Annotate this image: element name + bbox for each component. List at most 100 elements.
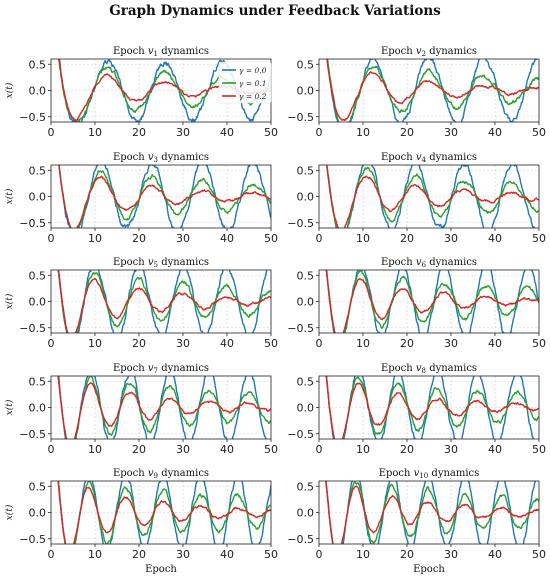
x-tick-label: 20 — [400, 443, 414, 456]
x-tick-label: 0 — [48, 232, 55, 245]
series-line — [57, 481, 271, 544]
y-tick-label: 0.0 — [297, 85, 315, 98]
x-tick-label: 10 — [356, 548, 370, 561]
x-tick-label: 30 — [444, 232, 458, 245]
series-line — [57, 270, 268, 333]
subplot-title: Epoch v3 dynamics — [113, 152, 209, 164]
series-line — [326, 165, 539, 228]
x-axis-label: Epoch — [145, 564, 177, 575]
x-tick-label: 20 — [132, 232, 146, 245]
y-tick-label: 0.5 — [29, 480, 47, 493]
y-axis-label: x(t) — [4, 399, 15, 415]
y-tick-label: 0.0 — [29, 191, 47, 204]
series-line — [325, 376, 539, 439]
series-line — [58, 376, 267, 439]
x-tick-label: 0 — [316, 337, 323, 350]
x-tick-label: 30 — [176, 337, 190, 350]
y-tick-label: 0.0 — [29, 85, 47, 98]
series-line — [325, 270, 539, 333]
x-tick-label: 30 — [176, 126, 190, 139]
y-tick-label: 0.5 — [29, 269, 47, 282]
legend-label: γ = 0.1 — [239, 79, 266, 88]
y-tick-label: 0.5 — [29, 375, 47, 388]
x-tick-label: 20 — [400, 337, 414, 350]
x-tick-label: 40 — [488, 548, 502, 561]
x-tick-label: 50 — [532, 337, 546, 350]
series-line — [57, 481, 271, 544]
series-line — [325, 376, 535, 439]
x-tick-label: 50 — [532, 443, 546, 456]
series-line — [325, 481, 539, 544]
y-tick-label: −0.5 — [287, 533, 314, 546]
x-tick-label: 0 — [48, 548, 55, 561]
x-tick-label: 40 — [220, 126, 234, 139]
y-tick-label: 0.0 — [29, 507, 47, 520]
x-tick-label: 0 — [316, 126, 323, 139]
x-tick-label: 40 — [220, 548, 234, 561]
x-tick-label: 40 — [220, 232, 234, 245]
subplot-title: Epoch v2 dynamics — [381, 46, 477, 58]
y-tick-label: −0.5 — [19, 322, 46, 335]
y-axis-label: x(t) — [4, 504, 15, 520]
y-tick-label: −0.5 — [19, 428, 46, 441]
x-tick-label: 10 — [356, 337, 370, 350]
y-tick-label: 0.5 — [297, 269, 315, 282]
y-tick-label: 0.0 — [29, 402, 47, 415]
x-tick-label: 30 — [444, 337, 458, 350]
legend: γ = 0.0 γ = 0.1 γ = 0.2 — [218, 61, 272, 104]
subplot-5: 0 10 20 30 40 50 −0.5 0.0 0.5 Epoch v5 dynamics x(… — [4, 257, 278, 350]
series-line — [325, 376, 539, 439]
x-tick-label: 10 — [88, 126, 102, 139]
y-axis-label: x(t) — [4, 293, 15, 309]
series-line — [57, 270, 271, 333]
x-tick-label: 40 — [488, 337, 502, 350]
x-tick-label: 20 — [132, 443, 146, 456]
subplot-6: 0 10 20 30 40 50 −0.5 0.0 0.5 Epoch v6 dynamics — [287, 257, 546, 350]
x-tick-label: 30 — [444, 548, 458, 561]
x-tick-label: 10 — [88, 548, 102, 561]
figure-title: Graph Dynamics under Feedback Variations — [109, 3, 441, 19]
subplot-2: 0 10 20 30 40 50 −0.5 0.0 0.5 Epoch v2 dynamics — [287, 46, 546, 139]
series-line — [57, 376, 271, 439]
subplot-title: Epoch v6 dynamics — [381, 257, 477, 269]
subplot-9: 0 10 20 30 40 50 −0.5 0.0 0.5 Epoch v9 dynamics x(… — [4, 468, 278, 575]
series-group — [326, 59, 539, 122]
y-tick-label: 0.5 — [297, 164, 315, 177]
subplot-4: 0 10 20 30 40 50 −0.5 0.0 0.5 Epoch v4 dynamics — [287, 152, 546, 245]
subplot-title: Epoch v7 dynamics — [113, 363, 209, 375]
x-tick-label: 50 — [532, 232, 546, 245]
series-line — [325, 270, 539, 333]
x-tick-label: 40 — [488, 126, 502, 139]
x-tick-label: 40 — [488, 443, 502, 456]
subplot-7: 0 10 20 30 40 50 −0.5 0.0 0.5 Epoch v7 dynamics x(… — [4, 363, 278, 456]
series-line — [325, 270, 539, 333]
y-tick-label: −0.5 — [19, 217, 46, 230]
x-tick-label: 20 — [132, 337, 146, 350]
y-tick-label: 0.5 — [297, 480, 315, 493]
subplot-8: 0 10 20 30 40 50 −0.5 0.0 0.5 Epoch v8 dynamics — [287, 363, 546, 456]
series-group — [325, 376, 539, 439]
y-tick-label: 0.0 — [297, 296, 315, 309]
legend-box — [218, 61, 272, 104]
subplot-title: Epoch v10 dynamics — [379, 468, 480, 480]
x-tick-label: 30 — [176, 548, 190, 561]
y-tick-label: 0.5 — [29, 58, 47, 71]
x-tick-label: 50 — [264, 232, 278, 245]
legend-label: γ = 0.0 — [239, 66, 267, 75]
y-tick-label: 0.5 — [29, 164, 47, 177]
x-tick-label: 0 — [316, 443, 323, 456]
series-line — [57, 270, 271, 333]
series-line — [57, 376, 271, 439]
y-tick-label: 0.0 — [297, 402, 315, 415]
x-tick-label: 50 — [532, 126, 546, 139]
y-tick-label: 0.0 — [297, 507, 315, 520]
series-line — [326, 59, 538, 122]
series-group — [57, 270, 271, 333]
x-tick-label: 20 — [132, 548, 146, 561]
x-tick-label: 50 — [532, 548, 546, 561]
y-tick-label: −0.5 — [19, 533, 46, 546]
subplot-title: Epoch v9 dynamics — [113, 468, 209, 480]
y-tick-label: −0.5 — [287, 322, 314, 335]
series-group — [58, 165, 271, 228]
